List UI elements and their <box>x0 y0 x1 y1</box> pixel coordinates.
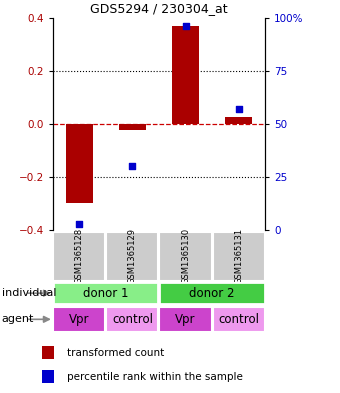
Text: GSM1365131: GSM1365131 <box>234 228 243 285</box>
Bar <box>225 117 252 124</box>
Bar <box>159 307 211 332</box>
Bar <box>42 346 54 359</box>
Text: control: control <box>218 313 259 326</box>
Text: percentile rank within the sample: percentile rank within the sample <box>67 372 243 382</box>
Bar <box>53 282 158 304</box>
Bar <box>212 307 265 332</box>
Point <box>76 220 82 227</box>
Text: donor 2: donor 2 <box>189 286 235 300</box>
Bar <box>119 124 146 130</box>
Text: Vpr: Vpr <box>69 313 89 326</box>
Bar <box>53 307 105 332</box>
Bar <box>53 232 105 281</box>
Text: transformed count: transformed count <box>67 348 164 358</box>
Title: GDS5294 / 230304_at: GDS5294 / 230304_at <box>90 2 228 15</box>
Bar <box>42 370 54 383</box>
Point <box>130 163 135 169</box>
Text: GSM1365128: GSM1365128 <box>75 228 84 285</box>
Bar <box>106 307 158 332</box>
Bar <box>172 26 199 124</box>
Text: individual: individual <box>2 288 56 298</box>
Bar <box>212 232 265 281</box>
Bar <box>66 124 92 203</box>
Text: control: control <box>112 313 153 326</box>
Bar <box>106 232 158 281</box>
Text: GSM1365130: GSM1365130 <box>181 228 190 285</box>
Text: GSM1365129: GSM1365129 <box>128 228 137 285</box>
Point <box>236 106 241 112</box>
Text: donor 1: donor 1 <box>83 286 129 300</box>
Point <box>183 23 188 29</box>
Text: Vpr: Vpr <box>175 313 196 326</box>
Text: agent: agent <box>2 314 34 324</box>
Bar <box>159 282 265 304</box>
Bar <box>159 232 211 281</box>
